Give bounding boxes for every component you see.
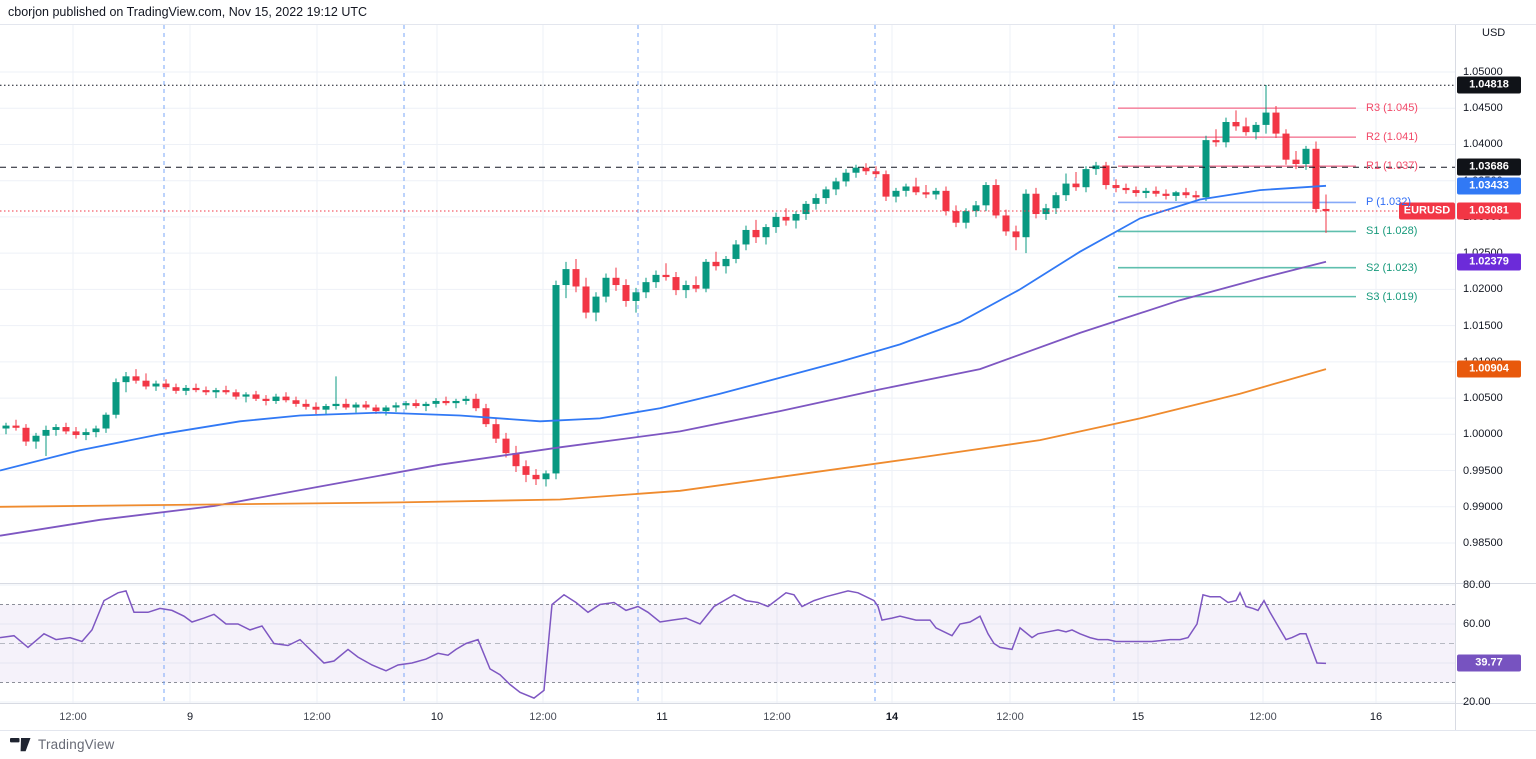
time-label: 12:00	[303, 711, 331, 723]
price-tick: 1.04500	[1463, 102, 1503, 115]
pivot-label: S1 (1.028)	[1366, 225, 1418, 238]
price-tick: 0.99000	[1463, 500, 1503, 513]
price-badge: 1.02379	[1457, 253, 1521, 271]
rsi-badge: 39.77	[1457, 654, 1521, 672]
attribution-text: cborjon published on TradingView.com, No…	[8, 5, 368, 19]
ma-fast-blue	[0, 184, 1327, 472]
price-tick: 1.00500	[1463, 392, 1503, 405]
price-tick: 1.02000	[1463, 283, 1503, 296]
ma-mid-purple	[0, 260, 1327, 537]
rsi-line	[0, 590, 1327, 699]
time-label: 12:00	[763, 711, 791, 723]
price-badge: 1.03081	[1457, 202, 1521, 220]
time-label: 10	[430, 711, 444, 723]
pivot-label: R2 (1.041)	[1366, 131, 1418, 144]
tradingview-wordmark: TradingView	[38, 737, 115, 752]
price-tick: 1.00000	[1463, 428, 1503, 441]
time-label: 12:00	[59, 711, 87, 723]
currency-label: USD	[1482, 27, 1506, 39]
time-label: 11	[656, 711, 668, 723]
pivot-label: S2 (1.023)	[1366, 261, 1418, 274]
pivot-label: R3 (1.045)	[1366, 102, 1418, 115]
time-label: 12:00	[1249, 711, 1277, 723]
rsi-tick: 80.00	[1463, 579, 1491, 591]
symbol-tag: EURUSD	[1399, 202, 1455, 220]
pivot-label: P (1.032)	[1366, 196, 1412, 209]
price-tick: 0.98500	[1463, 536, 1503, 549]
pivot-label: S3 (1.019)	[1366, 290, 1418, 303]
price-badge: 1.03433	[1457, 177, 1521, 195]
price-badge: 1.00904	[1457, 360, 1521, 378]
time-label: 12:00	[529, 711, 557, 723]
tradingview-watermark[interactable]: TradingView	[10, 737, 115, 752]
time-label: 15	[1131, 711, 1145, 723]
price-tick: 1.04000	[1463, 138, 1503, 151]
price-tick: 1.05000	[1463, 66, 1503, 78]
time-label: 16	[1369, 711, 1383, 723]
pivot-label: R1 (1.037)	[1366, 160, 1418, 173]
ma-slow-orange	[0, 368, 1327, 508]
time-label: 14	[885, 711, 899, 723]
price-tick: 1.01500	[1463, 319, 1503, 332]
rsi-tick: 20.00	[1463, 696, 1491, 708]
price-badge: 1.04818	[1457, 76, 1521, 94]
price-tick: 0.99500	[1463, 464, 1503, 477]
time-label: 12:00	[996, 711, 1024, 723]
tradingview-logo-icon	[10, 738, 31, 752]
price-badge: 1.03686	[1457, 158, 1521, 176]
rsi-tick: 60.00	[1463, 618, 1491, 630]
time-label: 9	[186, 711, 194, 723]
